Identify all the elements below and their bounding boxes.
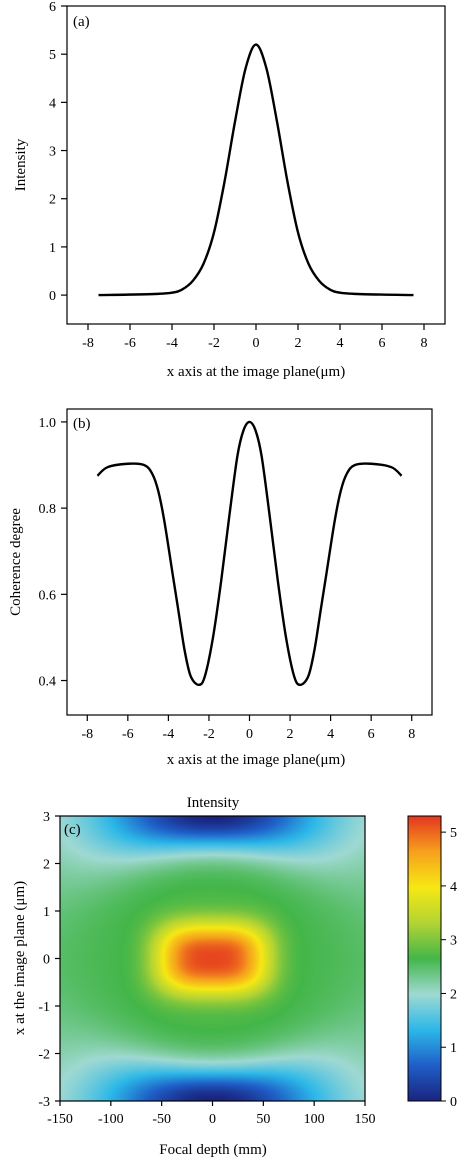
y-tick-label: -2	[38, 1048, 50, 1063]
colorbar-tick-label: 1	[450, 1041, 457, 1056]
panel-a-frame	[66, 5, 446, 325]
panel-a-intensity-chart: -8 -6 -4 -2 0 2 4 6 8 0 1 2 3 4 5 6 (a) x axis at the …	[13, 0, 446, 380]
x-tick-label: 0	[246, 727, 253, 742]
x-tick-label: 4	[337, 336, 344, 351]
x-tick-label: 6	[368, 727, 375, 742]
panel-c-title: Intensity	[187, 795, 240, 811]
colorbar-tick-label: 3	[450, 934, 457, 949]
x-tick-label: -100	[98, 1112, 124, 1127]
panel-b-coherence-line	[96, 420, 403, 687]
panel-b-y-axis-label: Coherence degree	[8, 508, 24, 616]
y-tick-label: 1	[49, 241, 56, 256]
x-tick-label: 2	[287, 727, 294, 742]
panel-a-y-ticks: 0 1 2 3 4 5 6	[49, 0, 67, 304]
y-tick-label: 3	[49, 145, 56, 160]
x-tick-label: 2	[295, 336, 302, 351]
panel-c-x-axis-label: Focal depth (mm)	[159, 1142, 266, 1158]
panel-a-intensity-line	[98, 43, 414, 297]
colorbar	[407, 815, 442, 1102]
panel-b-y-ticks: 0.4 0.6 0.8 1.0	[39, 416, 67, 690]
panel-b-label: (b)	[73, 416, 91, 432]
x-tick-label: 8	[408, 727, 415, 742]
x-tick-label: -4	[166, 336, 178, 351]
panel-a-x-axis-label: x axis at the image plane(μm)	[167, 364, 345, 380]
x-tick-label: 8	[421, 336, 428, 351]
x-tick-label: -8	[81, 727, 93, 742]
y-tick-label: 2	[43, 858, 50, 873]
x-tick-label: 4	[327, 727, 334, 742]
panel-c-y-ticks: -3 -2 -1 0 1 2 3	[38, 810, 60, 1110]
y-tick-label: 1.0	[39, 416, 57, 431]
x-tick-label: 0	[253, 336, 260, 351]
x-tick-label: 6	[379, 336, 386, 351]
y-tick-label: 0.4	[39, 675, 57, 690]
x-tick-label: -50	[152, 1112, 171, 1127]
x-tick-label: -6	[124, 336, 136, 351]
panel-b-frame	[66, 408, 433, 716]
y-tick-label: -3	[38, 1095, 50, 1110]
y-tick-label: 6	[49, 0, 56, 15]
y-tick-label: 5	[49, 48, 56, 63]
colorbar-tick-label: 2	[450, 987, 457, 1002]
y-tick-label: 3	[43, 810, 50, 825]
y-tick-label: 4	[49, 96, 56, 111]
y-tick-label: 0.6	[39, 588, 57, 603]
panel-b-x-ticks: -8 -6 -4 -2 0 2 4 6 8	[81, 715, 415, 742]
panel-c-y-axis-label: x at the image plane (μm)	[12, 881, 28, 1035]
panel-c-label: (c)	[64, 822, 81, 838]
x-tick-label: -2	[203, 727, 215, 742]
panel-c-heatmap-image	[60, 816, 365, 1101]
y-tick-label: 2	[49, 193, 56, 208]
panel-a-y-axis-label: Intensity	[13, 138, 29, 191]
colorbar-tick-label: 0	[450, 1095, 457, 1110]
x-tick-label: -6	[122, 727, 134, 742]
x-tick-label: -2	[208, 336, 220, 351]
y-tick-label: 0	[43, 953, 50, 968]
colorbar-tick-label: 5	[450, 826, 457, 841]
panel-a-x-ticks: -8 -6 -4 -2 0 2 4 6 8	[82, 324, 428, 351]
y-tick-label: 0	[49, 289, 56, 304]
colorbar-tick-label: 4	[450, 880, 457, 895]
x-tick-label: 150	[355, 1112, 376, 1127]
x-tick-label: 50	[256, 1112, 270, 1127]
x-tick-label: -4	[163, 727, 175, 742]
panel-c-x-ticks: -150 -100 -50 0 50 100 150	[47, 1101, 376, 1127]
colorbar-ticks: 0 1 2 3 4 5	[441, 826, 457, 1110]
y-tick-label: 0.8	[39, 502, 57, 517]
panel-a-label: (a)	[73, 14, 90, 30]
x-tick-label: -150	[47, 1112, 73, 1127]
y-tick-label: 1	[43, 905, 50, 920]
panel-c-intensity-heatmap: Intensity -150 -100 -50 0 50 100 150 -3-2-1012…	[12, 795, 457, 1158]
x-tick-label: 0	[209, 1112, 216, 1127]
x-tick-label: 100	[304, 1112, 325, 1127]
panel-b-coherence-chart: -8 -6 -4 -2 0 2 4 6 8 0.4 0.6 0.8 1.0 (b) x axis at…	[8, 408, 433, 768]
panel-b-x-axis-label: x axis at the image plane(μm)	[167, 752, 345, 768]
y-tick-label: -1	[38, 1000, 50, 1015]
x-tick-label: -8	[82, 336, 94, 351]
